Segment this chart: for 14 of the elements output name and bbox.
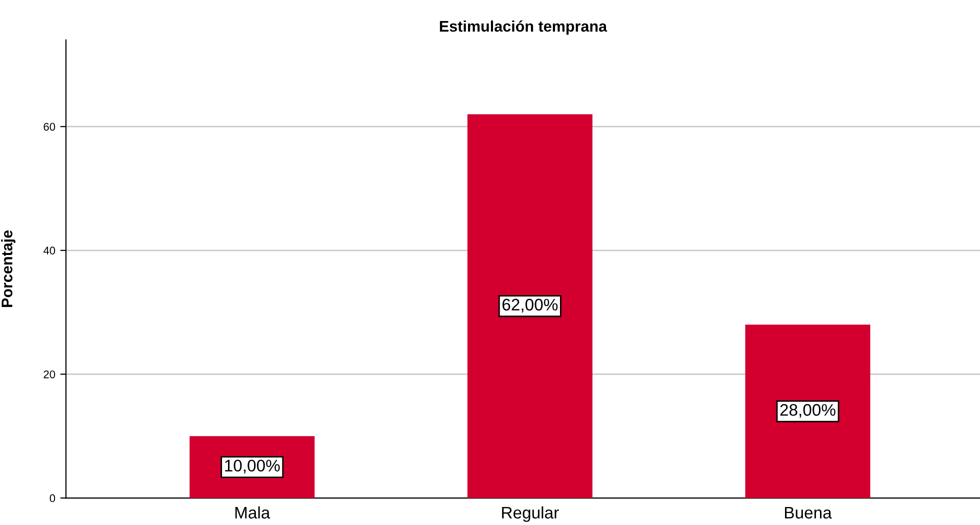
data-label: 10,00%: [225, 460, 280, 474]
x-tick-label: Regular: [502, 506, 559, 522]
y-tick-label: 0: [50, 494, 56, 502]
chart-title: Estimulación temprana: [440, 20, 608, 35]
y-axis-title: Porcentaje: [1, 230, 16, 307]
bar: [467, 114, 592, 498]
data-label: 28,00%: [780, 404, 836, 418]
x-tick-label: Buena: [785, 506, 832, 519]
bar: [745, 324, 870, 498]
y-tick-label: 20: [44, 370, 56, 378]
y-tick-label: 40: [43, 246, 56, 255]
x-tick-label: Mala: [235, 506, 270, 519]
data-label: 62,00%: [502, 298, 558, 313]
y-tick-label: 60: [44, 122, 56, 131]
